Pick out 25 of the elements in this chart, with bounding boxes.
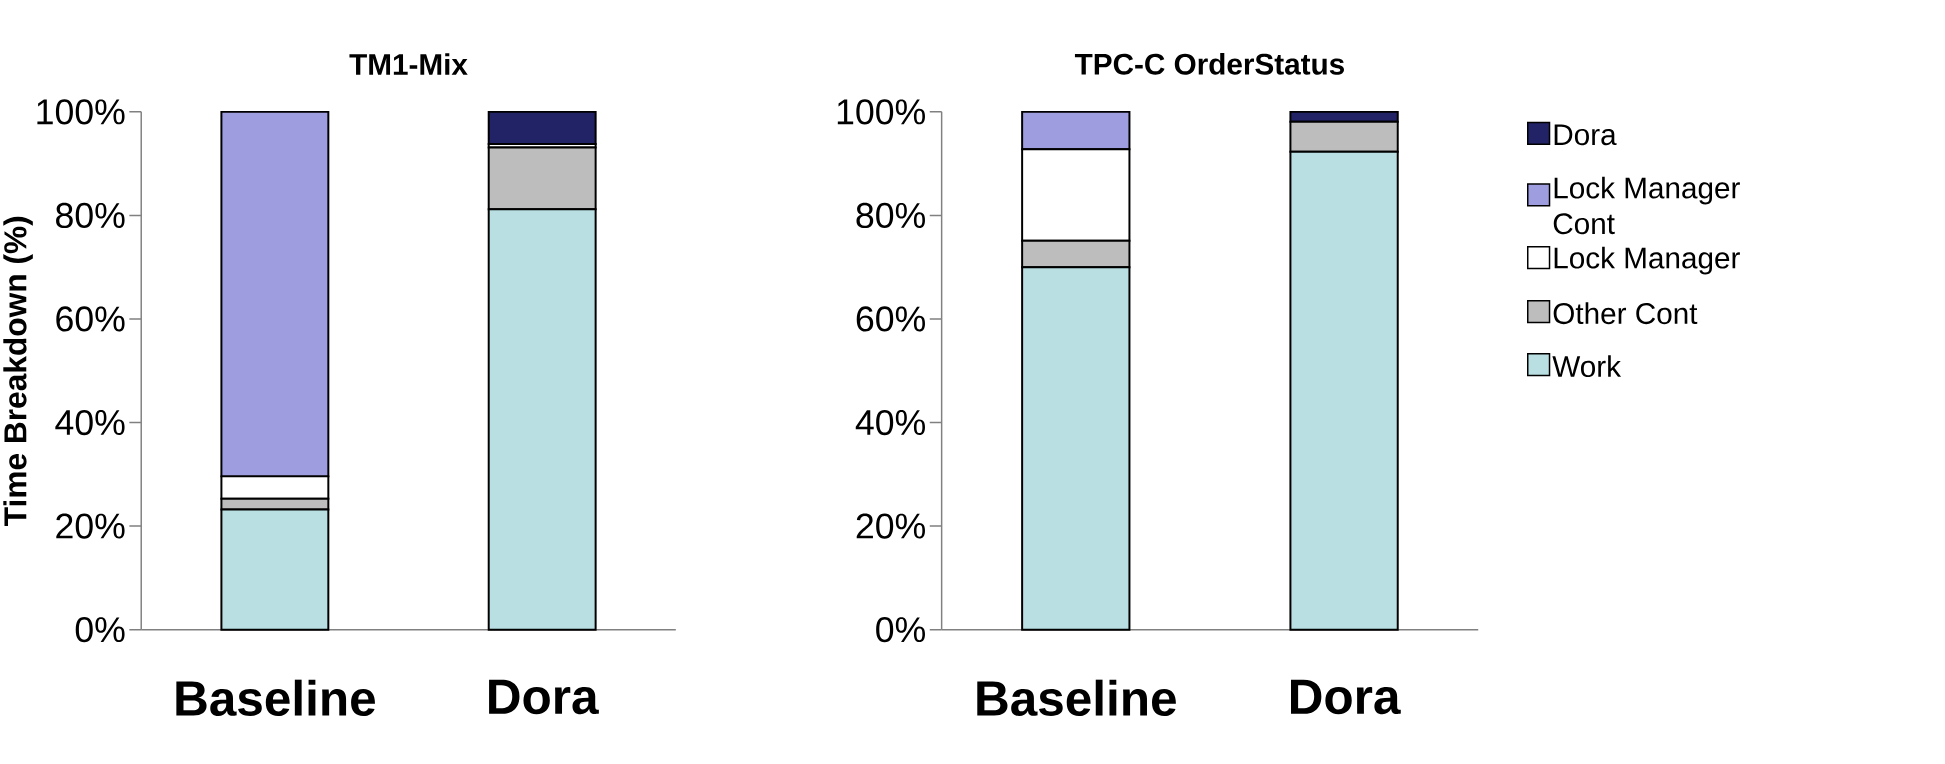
- y-tick-label: 100%: [837, 99, 925, 125]
- x-tick-label: Baseline: [176, 679, 375, 716]
- y-tick-label: 40%: [855, 409, 925, 435]
- bar: [487, 110, 597, 145]
- legend-label: Work: [1552, 355, 1622, 377]
- y-tick-label: 80%: [856, 202, 925, 228]
- y-tick-label: 60%: [56, 306, 125, 332]
- legend-label: Lock Manager: [1554, 246, 1740, 275]
- x-tick-label: Baseline: [977, 679, 1176, 716]
- legend-label: Lock Manager Cont: [1553, 176, 1740, 235]
- legend-label: Other Cont: [1553, 302, 1698, 324]
- x-tick-label: Dora: [489, 679, 599, 715]
- y-tick-label: 0%: [876, 616, 925, 643]
- chart-title: TPC-C OrderStatus: [1074, 52, 1344, 75]
- y-tick-label: 80%: [56, 202, 125, 228]
- y-tick-label: 20%: [856, 513, 925, 539]
- legend-label: Dora: [1554, 124, 1617, 146]
- y-tick-label: 60%: [856, 306, 925, 332]
- y-tick-label: 0%: [75, 616, 125, 643]
- y-tick-label: 100%: [37, 99, 125, 125]
- x-tick-label: Dora: [1291, 679, 1401, 715]
- y-tick-label: 40%: [55, 409, 125, 435]
- y-tick-label: 20%: [56, 513, 125, 539]
- y-axis-title: Time Breakdown (%): [3, 216, 33, 526]
- chart-title: TM1-Mix: [349, 53, 468, 75]
